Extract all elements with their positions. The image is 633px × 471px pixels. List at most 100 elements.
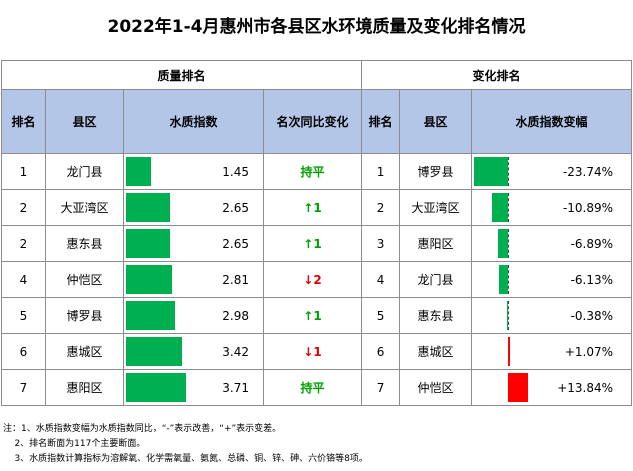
quality-rank-cell: 2 xyxy=(1,225,46,262)
change-zero-axis xyxy=(508,157,510,186)
quality-yoy-cell: ↑1 xyxy=(262,189,363,226)
yoy-change-label: ↑1 xyxy=(303,308,322,323)
col-header-rank: 排名 xyxy=(1,89,46,154)
quality-district-cell: 博罗县 xyxy=(45,297,124,334)
change-rank-cell: 5 xyxy=(361,297,401,334)
table-row: 6 惠城区 3.42 ↓1 6 惠城区 +1.07% xyxy=(1,333,633,370)
table-row: 2 大亚湾区 2.65 ↑1 2 大亚湾区 -10.89% xyxy=(1,189,633,226)
quality-index-cell: 3.71 xyxy=(123,369,264,406)
group-header-row: 质量排名 变化排名 xyxy=(0,60,633,90)
table-row: 2 惠东县 2.65 ↑1 3 惠阳区 -6.89% xyxy=(1,225,633,262)
quality-district-cell: 惠阳区 xyxy=(45,369,124,406)
col-header-index-change: 水质指数变幅 xyxy=(471,89,633,154)
change-index-bar xyxy=(507,301,509,330)
change-index-value: -0.38% xyxy=(570,309,614,323)
col-header-district: 县区 xyxy=(45,89,124,154)
yoy-change-label: ↑1 xyxy=(303,200,322,215)
col-header-yoy: 名次同比变化 xyxy=(262,89,363,154)
change-rank-cell: 2 xyxy=(361,189,401,226)
quality-index-value: 3.42 xyxy=(222,345,249,359)
footnote-1: 注：1、水质指数变幅为水质指数同比，“-”表示改善，“+”表示变差。 xyxy=(3,424,282,434)
col-header-rank2: 排名 xyxy=(361,89,401,154)
quality-index-value: 1.45 xyxy=(222,165,249,179)
quality-rank-cell: 7 xyxy=(1,369,46,406)
quality-index-cell: 1.45 xyxy=(123,153,264,190)
footnote-2: 2、排名断面为117个主要断面。 xyxy=(3,439,146,449)
change-index-bar xyxy=(508,373,529,402)
quality-district-cell: 龙门县 xyxy=(45,153,124,190)
yoy-change-label: ↓2 xyxy=(303,272,322,287)
quality-rank-cell: 2 xyxy=(1,189,46,226)
change-index-cell: -10.89% xyxy=(471,189,633,226)
change-district-cell: 惠东县 xyxy=(399,297,473,334)
ranking-table: 质量排名 变化排名 排名 县区 水质指数 名次同比变化 排名 县区 水质指数变幅… xyxy=(0,60,633,406)
quality-index-value: 2.65 xyxy=(222,237,249,251)
quality-rank-cell: 1 xyxy=(1,153,46,190)
change-index-cell: -6.13% xyxy=(471,261,633,298)
quality-yoy-cell: ↓2 xyxy=(262,261,363,298)
change-district-cell: 龙门县 xyxy=(399,261,473,298)
page-title: 2022年1-4月惠州市各县区水环境质量及变化排名情况 xyxy=(107,17,526,37)
change-index-bar xyxy=(474,157,509,186)
change-index-value: -6.89% xyxy=(570,237,614,251)
quality-yoy-cell: 持平 xyxy=(262,153,363,190)
quality-yoy-cell: ↓1 xyxy=(262,333,363,370)
quality-index-cell: 3.42 xyxy=(123,333,264,370)
change-zero-axis xyxy=(508,301,510,330)
table-row: 5 博罗县 2.98 ↑1 5 惠东县 -0.38% xyxy=(1,297,633,334)
change-district-cell: 惠阳区 xyxy=(399,225,473,262)
change-index-bar xyxy=(499,265,509,294)
footnotes: 注：1、水质指数变幅为水质指数同比，“-”表示改善，“+”表示变差。 2、排名断… xyxy=(3,422,368,467)
quality-index-value: 2.81 xyxy=(222,273,249,287)
quality-index-value: 2.65 xyxy=(222,201,249,215)
change-district-cell: 大亚湾区 xyxy=(399,189,473,226)
quality-district-cell: 惠东县 xyxy=(45,225,124,262)
table-row: 4 仲恺区 2.81 ↓2 4 龙门县 -6.13% xyxy=(1,261,633,298)
change-rank-cell: 7 xyxy=(361,369,401,406)
quality-index-value: 2.98 xyxy=(222,309,249,323)
quality-index-cell: 2.65 xyxy=(123,189,264,226)
quality-yoy-cell: 持平 xyxy=(262,369,363,406)
change-index-cell: +1.07% xyxy=(471,333,633,370)
change-index-bar xyxy=(492,193,509,222)
yoy-change-label: ↓1 xyxy=(303,344,322,359)
quality-rank-cell: 5 xyxy=(1,297,46,334)
quality-rank-cell: 4 xyxy=(1,261,46,298)
yoy-change-label: 持平 xyxy=(300,165,325,179)
quality-index-cell: 2.98 xyxy=(123,297,264,334)
footnote-3: 3、水质指数计算指标为溶解氧、化学需氧量、氨氮、总磷、铜、锌、砷、六价铬等8项。 xyxy=(3,454,368,464)
table-row: 1 龙门县 1.45 持平 1 博罗县 -23.74% xyxy=(1,153,633,190)
change-index-cell: -0.38% xyxy=(471,297,633,334)
change-index-value: -6.13% xyxy=(570,273,614,287)
yoy-change-label: ↑1 xyxy=(303,236,322,251)
change-rank-cell: 3 xyxy=(361,225,401,262)
change-index-value: +1.07% xyxy=(564,345,614,359)
quality-index-bar xyxy=(126,193,170,222)
change-index-bar xyxy=(508,337,511,366)
quality-district-cell: 大亚湾区 xyxy=(45,189,124,226)
quality-index-bar xyxy=(126,337,182,366)
change-zero-axis xyxy=(508,229,510,258)
quality-index-bar xyxy=(126,229,170,258)
quality-rank-cell: 6 xyxy=(1,333,46,370)
quality-index-bar xyxy=(126,265,172,294)
change-rank-cell: 6 xyxy=(361,333,401,370)
change-index-value: +13.84% xyxy=(557,381,614,395)
change-district-cell: 惠城区 xyxy=(399,333,473,370)
quality-index-cell: 2.81 xyxy=(123,261,264,298)
yoy-change-label: 持平 xyxy=(300,381,325,395)
quality-district-cell: 惠城区 xyxy=(45,333,124,370)
change-district-cell: 仲恺区 xyxy=(399,369,473,406)
change-index-value: -23.74% xyxy=(562,165,614,179)
change-index-cell: -6.89% xyxy=(471,225,633,262)
change-zero-axis xyxy=(508,193,510,222)
change-rank-cell: 1 xyxy=(361,153,401,190)
quality-yoy-cell: ↑1 xyxy=(262,297,363,334)
col-header-district2: 县区 xyxy=(399,89,473,154)
change-rank-cell: 4 xyxy=(361,261,401,298)
quality-district-cell: 仲恺区 xyxy=(45,261,124,298)
quality-group-header: 质量排名 xyxy=(0,60,363,90)
column-header-row: 排名 县区 水质指数 名次同比变化 排名 县区 水质指数变幅 xyxy=(1,89,633,154)
change-index-value: -10.89% xyxy=(562,201,614,215)
change-district-cell: 博罗县 xyxy=(399,153,473,190)
